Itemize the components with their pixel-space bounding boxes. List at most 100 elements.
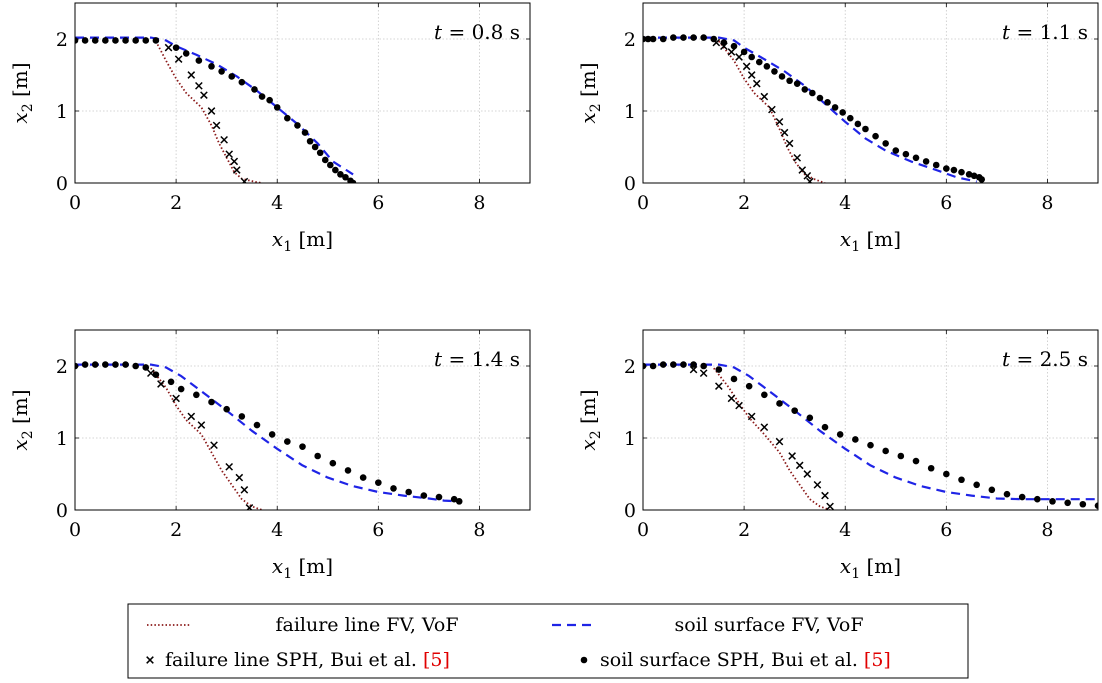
marker-dot [332, 166, 339, 174]
marker-dot [690, 34, 697, 41]
time-annotation: t = 0.8 s [434, 20, 520, 44]
marker-x [747, 412, 756, 421]
marker-dot [786, 77, 793, 85]
marker-x [752, 79, 761, 88]
marker-dot [294, 122, 301, 129]
x-tick-label: 0 [637, 519, 649, 541]
marker-dot [112, 37, 119, 44]
marker-dot [266, 96, 273, 104]
axes: 0 2 4 6 8 0 1 2 [56, 3, 530, 214]
y-axis-label: x2 [m] [8, 62, 36, 123]
y-axis-label-var: x [8, 439, 32, 450]
marker-dot [978, 176, 986, 183]
marker-dot [778, 73, 786, 80]
plot-frame [642, 329, 1099, 511]
legend-swatch-failure-sph [146, 656, 154, 664]
marker-dot [730, 375, 738, 383]
marker-dot [670, 34, 677, 41]
marker-dot [316, 149, 324, 157]
time-annotation: t = 1.1 s [1002, 20, 1088, 44]
marker-dot [988, 486, 996, 494]
y-tick-label: 0 [56, 500, 68, 522]
time-var: t [1002, 347, 1011, 371]
marker-x [735, 53, 743, 61]
time-eq: = 0.8 s [442, 20, 520, 44]
plot-frame [642, 2, 1099, 184]
x-axis-label-var: x [272, 554, 283, 578]
y-axis-label: x2 [m] [576, 62, 604, 123]
marker-dot [659, 361, 667, 368]
marker-x [742, 62, 751, 71]
marker-dot [102, 361, 109, 368]
series-failure_sph [712, 38, 814, 183]
legend-ref-failure-sph[interactable]: [5] [423, 649, 450, 671]
marker-dot [420, 492, 428, 499]
x-tick-label: 6 [372, 192, 384, 214]
marker-dot [776, 400, 783, 407]
marker-dot [882, 140, 889, 147]
grid [643, 330, 1098, 510]
marker-dot [349, 179, 357, 183]
series-failure_sph [147, 369, 254, 510]
marker-dot [299, 443, 306, 450]
marker-dot [268, 431, 276, 438]
y-tick-label: 2 [56, 29, 68, 51]
marker-dot [824, 99, 831, 106]
marker-dot [649, 35, 657, 43]
marker-dot [75, 362, 79, 370]
marker-x [813, 480, 822, 489]
marker-dot [680, 361, 687, 368]
marker-dot [862, 125, 869, 133]
y-axis-label-var: x [576, 439, 600, 450]
marker-dot [435, 493, 443, 501]
x-tick-label: 8 [473, 519, 485, 541]
marker-x [187, 412, 196, 421]
marker-dot [680, 34, 687, 41]
series-failure_fv [155, 40, 263, 183]
legend: failure line FV, VoF soil surface FV, Vo… [127, 603, 969, 679]
marker-x [210, 441, 218, 450]
marker-dot [730, 42, 738, 50]
legend-swatches [146, 623, 596, 664]
marker-x [768, 105, 776, 114]
marker-dot [867, 441, 874, 449]
marker-dot [816, 94, 824, 102]
x-axis-label-unit: [m] [292, 227, 333, 251]
y-axis-label-sub: 2 [20, 103, 36, 112]
marker-dot [223, 405, 230, 413]
series-group [643, 34, 986, 183]
marker-dot [132, 37, 139, 44]
marker-dot [836, 431, 844, 438]
y-tick-label: 2 [624, 29, 636, 51]
y-tick-label: 1 [56, 428, 68, 450]
marker-dot [644, 35, 652, 43]
marker-x [235, 473, 244, 482]
marker-dot [958, 168, 965, 176]
marker-dot [700, 362, 707, 370]
axes: 0 2 4 6 8 0 1 2 [56, 330, 530, 541]
marker-x [200, 91, 208, 99]
plot-frame [74, 2, 531, 184]
x-tick-label: 8 [1041, 192, 1053, 214]
marker-x [821, 491, 829, 500]
marker-dot [337, 171, 344, 178]
marker-dot [172, 44, 180, 51]
x-tick-label: 6 [372, 519, 384, 541]
marker-dot [327, 161, 334, 169]
x-tick-label: 2 [738, 192, 750, 214]
marker-dot [922, 158, 930, 165]
marker-x [240, 177, 249, 183]
marker-dot [806, 414, 814, 422]
series-surface_fv [643, 363, 1098, 501]
x-axis-label: x1 [m] [272, 554, 333, 582]
marker-dot [965, 171, 973, 178]
legend-ref-surface-sph[interactable]: [5] [864, 649, 891, 671]
marker-dot [112, 361, 119, 368]
marker-dot [801, 86, 809, 93]
marker-x [806, 177, 814, 183]
marker-dot [75, 37, 79, 44]
legend-label-failure-fv: failure line FV, VoF [275, 614, 458, 636]
y-tick-label: 1 [624, 101, 636, 123]
